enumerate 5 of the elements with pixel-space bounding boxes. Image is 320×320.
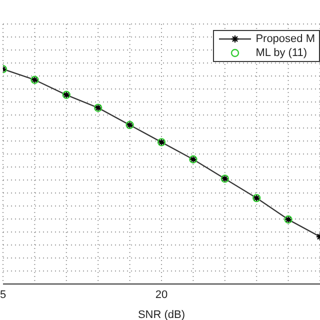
legend-label: ML by (11) [256,47,308,59]
x-tick-label: 20 [155,288,168,301]
x-tick-label: 5 [0,288,6,301]
x-axis-title: SNR (dB) [138,309,186,320]
legend-label: Proposed M [256,33,315,45]
